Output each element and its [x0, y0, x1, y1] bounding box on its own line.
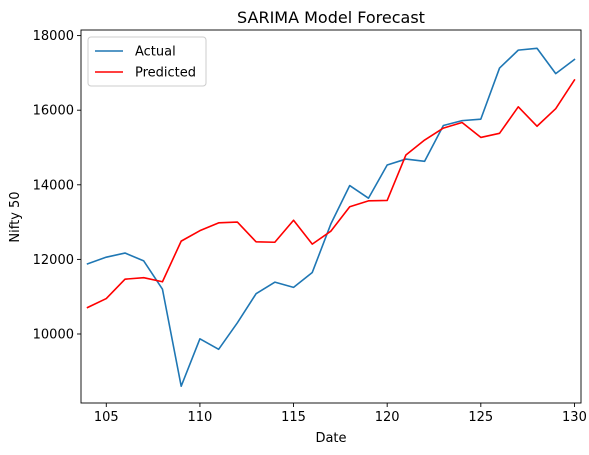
- x-tick-label: 115: [281, 410, 306, 425]
- legend: Actual Predicted: [87, 36, 207, 87]
- legend-label-predicted: Predicted: [135, 66, 196, 81]
- x-tick-label: 110: [187, 410, 212, 425]
- series-line-actual: [86, 47, 576, 388]
- chart-title: SARIMA Model Forecast: [237, 8, 425, 27]
- y-tick-label: 10000: [33, 327, 74, 342]
- x-tick-label: 105: [94, 410, 119, 425]
- y-axis-label: Nifty 50: [8, 191, 23, 242]
- axes-frame: [80, 29, 582, 404]
- legend-label-actual: Actual: [135, 45, 176, 60]
- y-tick-label: 12000: [33, 253, 74, 268]
- y-tick-label: 18000: [33, 29, 74, 44]
- y-tick-label: 16000: [33, 104, 74, 119]
- plot-area: 105 110 115 120 125 130 10000 12000 14000 16000 18…: [33, 29, 587, 425]
- legend-box: [87, 36, 207, 87]
- x-tick-label: 130: [562, 410, 587, 425]
- series-line-predicted: [86, 78, 576, 309]
- y-tick-label: 14000: [33, 178, 74, 193]
- x-axis-label: Date: [315, 431, 346, 446]
- x-tick-label: 125: [468, 410, 493, 425]
- x-tick-label: 120: [375, 410, 400, 425]
